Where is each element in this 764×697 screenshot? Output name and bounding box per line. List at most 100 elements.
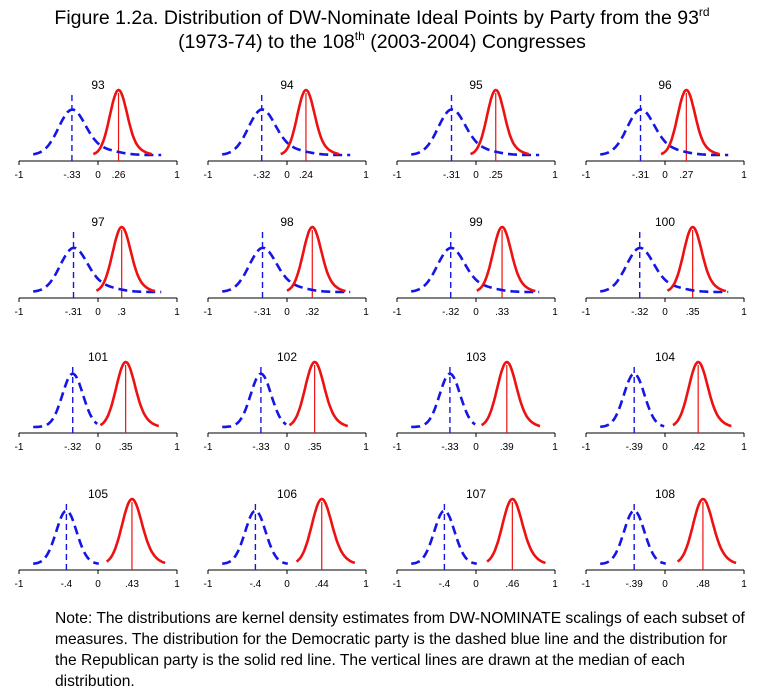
tick-label-one: 1 [741, 442, 747, 453]
tick-label-minus-one: -1 [393, 307, 402, 318]
tick-label-zero: 0 [662, 170, 668, 181]
rep-density-curve [476, 225, 536, 293]
congress-label: 99 [469, 215, 483, 229]
rep-density-curve [672, 360, 732, 428]
dem-density-curve [222, 108, 351, 157]
rep-median-label: .24 [299, 170, 313, 181]
tick-label-zero: 0 [473, 442, 479, 453]
congress-label: 100 [655, 215, 675, 229]
dem-density-curve [33, 509, 99, 565]
congress-label: 106 [277, 487, 297, 501]
panel-94: -1 0 1 -.32 .24 94 [204, 78, 370, 181]
tick-label-zero: 0 [662, 442, 668, 453]
dem-median-label: -.31 [65, 307, 83, 318]
congress-label: 101 [88, 350, 108, 364]
rep-density-curve [666, 225, 727, 293]
rep-median-label: .44 [315, 579, 329, 590]
rep-median-label: .27 [679, 170, 693, 181]
tick-label-zero: 0 [662, 579, 668, 590]
rep-density-curve [95, 225, 156, 293]
tick-label-zero: 0 [95, 579, 101, 590]
tick-label-one: 1 [741, 170, 747, 181]
panel-97: -1 0 1 -.31 .3 97 [15, 215, 181, 318]
title-line-1-superscript: rd [698, 4, 710, 19]
dem-density-curve [222, 246, 351, 294]
dem-density-curve [411, 107, 540, 157]
tick-label-zero: 0 [473, 579, 479, 590]
tick-label-minus-one: -1 [15, 579, 24, 590]
panel-103: -1 0 1 -.33 .39 103 [393, 350, 559, 453]
dem-median-label: -.39 [626, 442, 644, 453]
panel-99: -1 0 1 -.32 .33 99 [393, 215, 559, 318]
title-line-2-text: (1973-74) to the 108 [178, 31, 355, 53]
dem-median-label: -.4 [439, 579, 451, 590]
rep-density-curve [286, 225, 346, 293]
rep-density-curve [480, 360, 541, 428]
tick-label-minus-one: -1 [204, 307, 213, 318]
tick-label-zero: 0 [284, 579, 290, 590]
dem-density-curve [600, 372, 665, 429]
tick-label-one: 1 [174, 170, 180, 181]
dem-median-label: -.31 [443, 170, 461, 181]
tick-label-minus-one: -1 [582, 170, 591, 181]
panel-101: -1 0 1 -.32 .35 101 [15, 350, 181, 453]
congress-label: 96 [658, 78, 672, 92]
tick-label-zero: 0 [662, 307, 668, 318]
congress-label: 98 [280, 215, 294, 229]
rep-median-label: .26 [112, 170, 126, 181]
dem-median-label: -.33 [252, 442, 270, 453]
tick-label-one: 1 [741, 579, 747, 590]
rep-median-label: .35 [308, 442, 322, 453]
congress-label: 93 [91, 78, 105, 92]
rep-density-curve [469, 88, 530, 156]
congress-label: 94 [280, 78, 294, 92]
tick-label-one: 1 [363, 442, 369, 453]
rep-median-label: .35 [686, 307, 700, 318]
dem-density-curve [600, 509, 666, 566]
tick-label-minus-one: -1 [582, 307, 591, 318]
rep-median-label: .3 [118, 307, 127, 318]
panel-102: -1 0 1 -.33 .35 102 [204, 350, 370, 453]
tick-label-one: 1 [363, 170, 369, 181]
tick-label-minus-one: -1 [393, 170, 402, 181]
dem-density-curve [33, 246, 162, 294]
dem-density-curve [222, 509, 288, 565]
rep-density-curve [280, 88, 340, 156]
dem-median-label: -.32 [253, 170, 271, 181]
congress-label: 103 [466, 350, 486, 364]
rep-median-label: .39 [500, 442, 514, 453]
panel-107: -1 0 1 -.4 .46 107 [393, 487, 559, 590]
congress-label: 105 [88, 487, 108, 501]
tick-label-one: 1 [174, 442, 180, 453]
dem-density-curve [222, 372, 287, 429]
tick-label-zero: 0 [473, 307, 479, 318]
tick-label-minus-one: -1 [393, 579, 402, 590]
rep-density-curve [288, 360, 349, 428]
title-line-2: (1973-74) to the 108th (2003-2004) Congr… [0, 30, 764, 54]
panel-96: -1 0 1 -.31 .27 96 [582, 78, 748, 181]
congress-label: 102 [277, 350, 297, 364]
tick-label-minus-one: -1 [204, 442, 213, 453]
tick-label-minus-one: -1 [204, 170, 213, 181]
tick-label-minus-one: -1 [582, 579, 591, 590]
rep-density-curve [660, 88, 720, 156]
title-line-1: Figure 1.2a. Distribution of DW-Nominate… [0, 6, 764, 30]
congress-label: 95 [469, 78, 483, 92]
panel-106: -1 0 1 -.4 .44 106 [204, 487, 370, 590]
tick-label-zero: 0 [95, 442, 101, 453]
tick-label-zero: 0 [95, 307, 101, 318]
title-line-2-suffix: (2003-2004) Congresses [364, 31, 586, 53]
tick-label-zero: 0 [284, 307, 290, 318]
dem-density-curve [411, 372, 476, 429]
tick-label-minus-one: -1 [582, 442, 591, 453]
tick-label-one: 1 [552, 442, 558, 453]
figure-title: Figure 1.2a. Distribution of DW-Nominate… [0, 6, 764, 54]
title-line-2-superscript: th [354, 28, 365, 43]
dem-median-label: -.32 [442, 307, 460, 318]
tick-label-minus-one: -1 [15, 170, 24, 181]
rep-median-label: .42 [691, 442, 705, 453]
tick-label-minus-one: -1 [393, 442, 402, 453]
figure-note: Note: The distributions are kernel densi… [55, 610, 745, 690]
dem-density-curve [32, 108, 162, 157]
rep-median-label: .25 [489, 170, 503, 181]
